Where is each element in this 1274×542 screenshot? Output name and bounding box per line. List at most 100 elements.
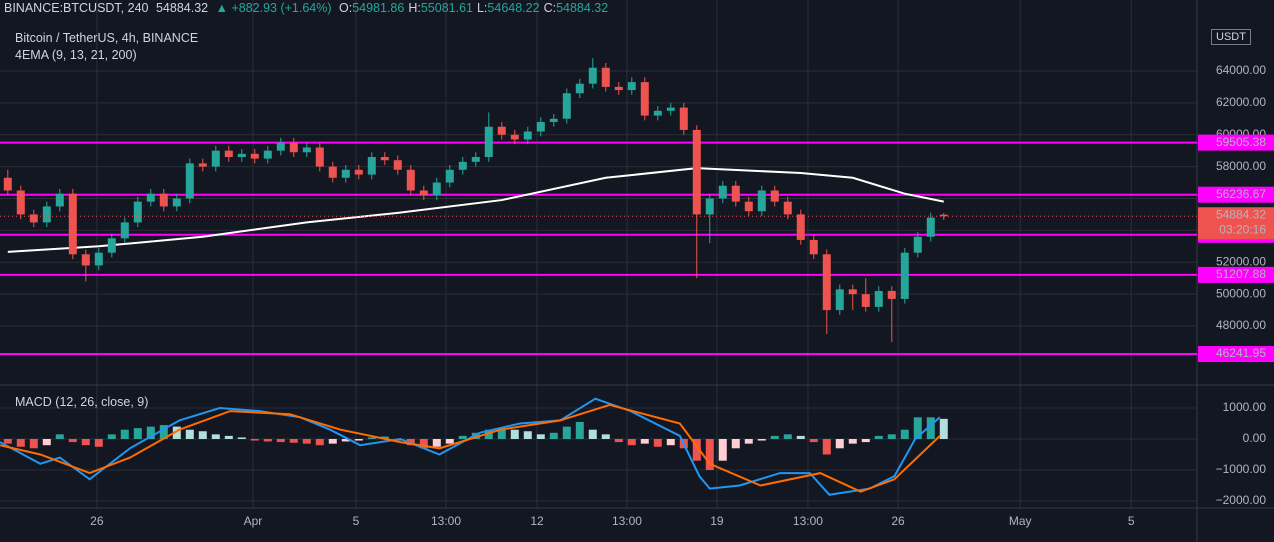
candle-body xyxy=(276,142,285,151)
histogram-bar xyxy=(263,438,272,442)
line xyxy=(0,397,941,496)
candle-body xyxy=(263,150,272,159)
histogram-bar xyxy=(55,434,64,439)
candle-body xyxy=(55,193,64,207)
currency-badge[interactable]: USDT xyxy=(1211,29,1251,45)
histogram-bar xyxy=(562,426,571,439)
level-label-bg xyxy=(1198,134,1274,151)
histogram-bar xyxy=(575,421,584,439)
candle-body xyxy=(419,190,428,196)
histogram-bar xyxy=(757,438,766,441)
candle-body xyxy=(679,107,688,130)
histogram-bar xyxy=(276,438,285,443)
ohlc-label: L: xyxy=(476,1,488,15)
candle-body xyxy=(887,290,896,299)
candle-body xyxy=(692,129,701,215)
chart-title: Bitcoin / TetherUS, 4h, BINANCE xyxy=(15,31,199,45)
histogram-bar xyxy=(939,418,948,439)
histogram-bar xyxy=(770,435,779,439)
histogram-bar xyxy=(497,428,506,439)
histogram-bar xyxy=(458,435,467,439)
x-tick-label: 26 xyxy=(891,514,905,528)
candle-body xyxy=(614,86,623,91)
ohlc-label: H: xyxy=(408,1,421,15)
y-tick-label: 62000.00 xyxy=(1216,95,1266,109)
current-price-label: 54884.32 xyxy=(1216,207,1266,221)
histogram-bar xyxy=(640,438,649,444)
ohlc: O:54981.86 H:55081.61 L:54648.22 C:54884.32 xyxy=(339,1,612,15)
candle-body xyxy=(861,294,870,307)
histogram-bar xyxy=(913,417,922,439)
candle-body xyxy=(549,118,558,122)
histogram-bar xyxy=(302,438,311,444)
histogram-bar xyxy=(198,431,207,439)
candle-body xyxy=(393,160,402,170)
candle-body xyxy=(94,252,103,266)
histogram-bar xyxy=(367,437,376,439)
y-tick-label: 64000.00 xyxy=(1216,63,1266,77)
price: 54884.32 xyxy=(155,1,209,15)
symbol: BINANCE:BTCUSDT, 240 xyxy=(4,1,149,15)
candle-body xyxy=(510,134,519,140)
histogram-bar xyxy=(809,438,818,443)
histogram-bar xyxy=(146,426,155,439)
x-tick-label: 13:00 xyxy=(612,514,642,528)
x-tick-label: 5 xyxy=(353,514,360,528)
histogram-bar xyxy=(3,438,12,444)
histogram-bar xyxy=(81,438,90,446)
ohlc-value: 55081.61 xyxy=(420,1,473,15)
y-tick-label: −1000.00 xyxy=(1216,462,1267,476)
level-label-bg xyxy=(1198,186,1274,203)
candle-body xyxy=(185,163,194,199)
macd-label: MACD (12, 26, close, 9) xyxy=(15,395,149,409)
histogram-bar xyxy=(328,438,337,444)
histogram-bar xyxy=(783,434,792,439)
candle-body xyxy=(237,153,246,158)
candle-body xyxy=(822,254,831,311)
change: ▲ +882.93 (+1.64%) xyxy=(215,1,332,15)
candle-body xyxy=(653,110,662,116)
x-tick-label: May xyxy=(1009,514,1032,528)
y-tick-label: 50000.00 xyxy=(1216,286,1266,300)
candle-body xyxy=(315,147,324,167)
x-tick-label: 13:00 xyxy=(431,514,461,528)
candle-body xyxy=(367,157,376,175)
histogram-bar xyxy=(133,428,142,439)
histogram-bar xyxy=(835,438,844,449)
candle-body xyxy=(289,142,298,153)
candle-body xyxy=(705,198,714,215)
candle-body xyxy=(471,157,480,162)
candle-body xyxy=(783,201,792,215)
histogram-bar xyxy=(94,438,103,447)
candle-body xyxy=(874,290,883,307)
candle-body xyxy=(341,169,350,178)
histogram-bar xyxy=(432,438,441,447)
candle-body xyxy=(809,239,818,255)
level-label-bg xyxy=(1198,346,1274,363)
histogram-bar xyxy=(445,438,454,444)
ohlc-value: 54981.86 xyxy=(352,1,405,15)
countdown: 03:20:16 xyxy=(1219,222,1266,236)
level-label: 46241.95 xyxy=(1216,346,1266,360)
line xyxy=(0,403,941,493)
candle-body xyxy=(588,67,597,84)
current-price-bg xyxy=(1198,207,1274,240)
histogram-bar xyxy=(731,438,740,449)
ohlc-label: O: xyxy=(339,1,353,15)
y-tick-label: 1000.00 xyxy=(1223,400,1267,414)
candle-body xyxy=(302,147,311,153)
histogram-bar xyxy=(666,438,675,446)
candle-body xyxy=(159,193,168,207)
candle-body xyxy=(666,107,675,111)
candle-body xyxy=(796,214,805,240)
histogram-bar xyxy=(653,438,662,447)
candle-body xyxy=(146,193,155,202)
candle-body xyxy=(926,217,935,237)
candle-body xyxy=(848,289,857,295)
candle-body xyxy=(328,166,337,178)
candle-body xyxy=(575,83,584,94)
candle-body xyxy=(523,131,532,140)
candle-body xyxy=(900,252,909,299)
